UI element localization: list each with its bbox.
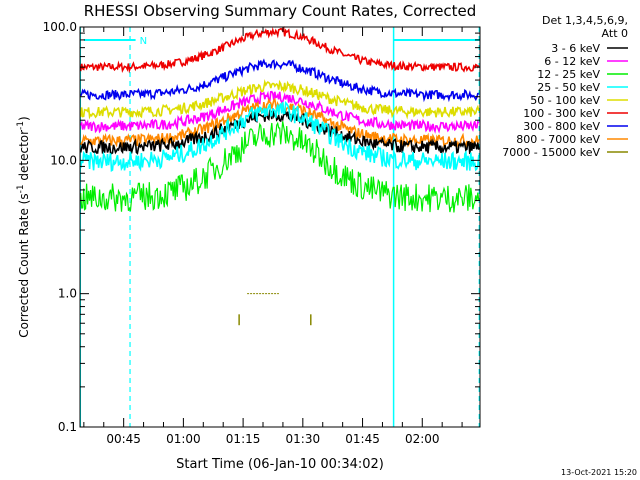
series-line: [79, 100, 480, 172]
y-axis-label: Corrected Count Rate (s-1 detector-1): [16, 116, 31, 337]
x-tick-label: 01:15: [226, 432, 261, 446]
x-axis-label: Start Time (06-Jan-10 00:34:02): [176, 457, 384, 472]
legend-label: 12 - 25 keV: [537, 68, 600, 81]
legend-label: 7000 - 15000 keV: [502, 146, 600, 159]
legend-label: 3 - 6 keV: [551, 42, 600, 55]
series-line: [79, 25, 480, 74]
y-tick-label: 100.0: [43, 20, 77, 34]
y-axis-label-sup2: -1: [16, 121, 26, 130]
legend-label: 800 - 7000 keV: [516, 133, 600, 146]
y-tick-label: 1.0: [58, 287, 77, 301]
flag-label: N: [140, 36, 147, 47]
legend-label: 25 - 50 keV: [537, 81, 600, 94]
legend-header: Det 1,3,4,5,6,9,: [542, 14, 628, 27]
y-axis-label-text: Corrected Count Rate (s: [17, 193, 31, 337]
series-line: [79, 108, 480, 155]
plot-frame: [79, 26, 481, 428]
x-tick-label: 01:45: [345, 432, 380, 446]
y-axis-label-sup1: -1: [16, 184, 26, 193]
legend-label: 300 - 800 keV: [523, 120, 600, 133]
x-tick-label: 01:30: [286, 432, 321, 446]
series-line: [79, 90, 480, 134]
footer-timestamp: 13-Oct-2021 15:20: [561, 468, 637, 477]
chart-title: RHESSI Observing Summary Count Rates, Co…: [84, 2, 477, 20]
svg-text:Corrected Count Rate (s-1 dete: Corrected Count Rate (s-1 detector-1): [16, 116, 31, 337]
series-line: [79, 58, 480, 103]
series-line: [79, 79, 480, 120]
x-tick-label: 02:00: [405, 432, 440, 446]
y-tick-label: 0.1: [58, 420, 77, 434]
x-tick-label: 01:00: [166, 432, 201, 446]
x-tick-label: 00:45: [106, 432, 141, 446]
legend-header: Att 0: [602, 27, 628, 40]
plot-area: N 0.1 1.0 10.0 100.0 00:45 01:00 01:15 01:30 01:4…: [43, 20, 481, 446]
y-tick-label: 10.0: [50, 153, 77, 167]
y-axis-label-end: ): [17, 116, 31, 121]
legend-label: 6 - 12 keV: [544, 55, 600, 68]
series-line: [80, 121, 480, 213]
y-axis-label-mid: detector: [17, 130, 31, 185]
legend-label: 50 - 100 keV: [530, 94, 600, 107]
legend-label: 100 - 300 keV: [523, 107, 600, 120]
